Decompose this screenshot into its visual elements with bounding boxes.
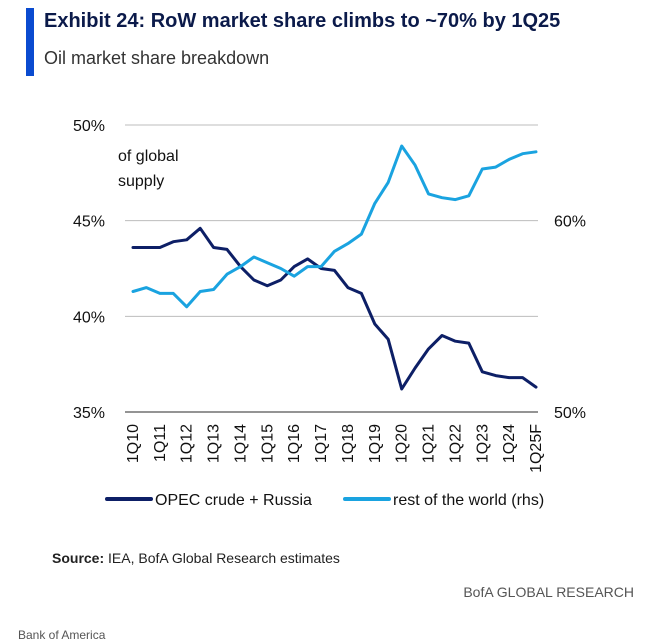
title-accent-bar (26, 8, 34, 76)
left-axis: 50% 45% 40% 35% (73, 118, 105, 422)
line-chart: of global supply 50% 45% 40% 35% 60% 50% 1Q10… (73, 118, 586, 509)
x-axis-tick-label: 1Q19 (367, 424, 384, 463)
x-axis-tick-label: 1Q11 (152, 424, 169, 462)
x-axis-tick-label: 1Q15 (259, 424, 276, 463)
legend-label: rest of the world (rhs) (393, 492, 544, 509)
left-axis-tick-label: 50% (73, 118, 105, 135)
x-axis-tick-label: 1Q20 (394, 424, 411, 463)
x-axis-tick-label: 1Q16 (286, 424, 303, 463)
brand-label: BofA GLOBAL RESEARCH (463, 584, 634, 600)
x-axis-tick-label: 1Q13 (206, 424, 223, 463)
source-text: IEA, BofA Global Research estimates (108, 550, 340, 566)
company-label: Bank of America (18, 628, 106, 642)
x-axis-tick-label: 1Q23 (474, 424, 491, 463)
x-axis-tick-label: 1Q12 (179, 424, 196, 463)
legend-label: OPEC crude + Russia (155, 492, 312, 509)
right-axis: 60% 50% (554, 214, 586, 422)
series-line (131, 226, 538, 391)
x-axis-tick-label: 1Q10 (125, 424, 142, 463)
right-axis-tick-label: 50% (554, 405, 586, 422)
left-axis-tick-label: 40% (73, 309, 105, 326)
x-axis-tick-label: 1Q17 (313, 424, 330, 463)
x-axis-tick-label: 1Q25F (528, 424, 545, 473)
source-note: Source: IEA, BofA Global Research estima… (52, 550, 340, 566)
series-line (131, 144, 538, 309)
gridlines (125, 124, 538, 413)
right-axis-tick-label: 60% (554, 214, 586, 231)
x-axis-tick-label: 1Q18 (340, 424, 357, 463)
x-axis-tick-label: 1Q21 (421, 424, 438, 463)
chart-title: Exhibit 24: RoW market share climbs to ~… (44, 10, 561, 32)
series-lines (131, 144, 538, 391)
chart-subtitle: Oil market share breakdown (44, 48, 270, 68)
annotation: of global supply (118, 148, 179, 190)
x-axis-tick-label: 1Q22 (447, 424, 464, 463)
annotation-line: supply (118, 173, 164, 190)
source-label: Source: (52, 550, 105, 566)
x-axis-ticks: 1Q10 1Q11 1Q12 1Q13 1Q14 1Q15 1Q16 1Q17 1Q18 1Q19… (125, 424, 545, 473)
legend: OPEC crude + Russia rest of the world (rh… (105, 492, 544, 509)
annotation-line: of global (118, 148, 179, 165)
left-axis-tick-label: 45% (73, 214, 105, 231)
left-axis-tick-label: 35% (73, 405, 105, 422)
x-axis-tick-label: 1Q14 (232, 424, 249, 463)
x-axis-tick-label: 1Q24 (501, 424, 518, 463)
